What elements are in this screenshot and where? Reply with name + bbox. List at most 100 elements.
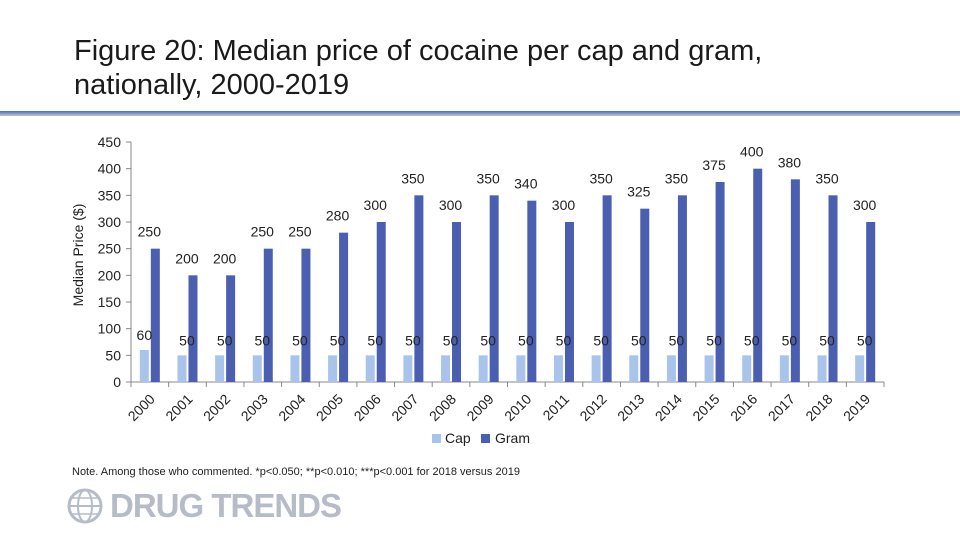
bar-cap xyxy=(290,355,300,382)
bar-cap xyxy=(779,355,789,382)
data-label-gram: 300 xyxy=(552,197,576,213)
y-tick-label: 450 xyxy=(98,134,122,150)
x-tick-label: 2018 xyxy=(802,391,835,424)
bar-gram xyxy=(527,200,537,382)
y-tick-label: 200 xyxy=(98,267,122,283)
x-tick-label: 2002 xyxy=(200,391,233,424)
y-tick-label: 50 xyxy=(105,347,121,363)
bar-gram xyxy=(640,208,650,382)
bar-gram xyxy=(753,168,763,382)
bar-cap xyxy=(478,355,488,382)
x-tick-label: 2000 xyxy=(125,391,158,424)
legend-swatch-gram xyxy=(481,434,490,443)
bar-gram xyxy=(828,195,838,382)
data-label-cap: 50 xyxy=(443,332,459,348)
data-label-gram: 350 xyxy=(815,170,839,186)
chart-title: Figure 20: Median price of cocaine per c… xyxy=(74,35,763,101)
x-tick-label: 2010 xyxy=(501,391,534,424)
bar-cap xyxy=(177,355,187,382)
data-label-gram: 250 xyxy=(288,224,312,240)
bar-cap xyxy=(441,355,451,382)
data-label-gram: 380 xyxy=(778,154,802,170)
data-label-cap: 50 xyxy=(367,332,383,348)
bar-cap xyxy=(252,355,262,382)
data-label-cap: 50 xyxy=(669,332,685,348)
data-label-cap: 50 xyxy=(292,332,308,348)
bar-gram xyxy=(602,195,612,382)
data-label-gram: 325 xyxy=(627,184,651,200)
x-tick-label: 2015 xyxy=(689,391,722,424)
bar-cap xyxy=(855,355,865,382)
y-axis-label: Median Price ($) xyxy=(70,204,86,307)
y-tick-label: 400 xyxy=(98,161,122,177)
x-tick-label: 2009 xyxy=(463,391,496,424)
bar-gram xyxy=(376,222,386,382)
data-label-cap: 50 xyxy=(857,332,873,348)
y-tick-label: 250 xyxy=(98,241,122,257)
data-label-cap: 50 xyxy=(330,332,346,348)
x-tick-label: 2004 xyxy=(275,391,308,424)
data-label-cap: 60 xyxy=(137,327,153,343)
globe-icon xyxy=(67,488,103,524)
bar-cap xyxy=(365,355,375,382)
bar-gram xyxy=(564,222,574,382)
legend-swatch-cap xyxy=(432,434,441,443)
data-label-cap: 50 xyxy=(179,332,195,348)
bar-gram xyxy=(263,248,273,382)
x-tick-label: 2005 xyxy=(313,391,346,424)
y-tick-label: 300 xyxy=(98,214,122,230)
data-label-cap: 50 xyxy=(782,332,798,348)
data-label-gram: 340 xyxy=(514,176,538,192)
bar-cap xyxy=(328,355,338,382)
title-divider xyxy=(0,111,960,116)
data-label-gram: 350 xyxy=(665,170,689,186)
data-label-gram: 300 xyxy=(364,197,388,213)
x-tick-label: 2011 xyxy=(539,391,572,424)
x-tick-label: 2013 xyxy=(614,391,647,424)
legend-label-cap: Cap xyxy=(445,430,471,446)
data-label-gram: 200 xyxy=(175,250,199,266)
bar-gram xyxy=(677,195,687,382)
bar-cap xyxy=(666,355,676,382)
data-label-cap: 50 xyxy=(593,332,609,348)
x-tick-label: 2008 xyxy=(426,391,459,424)
bar-gram xyxy=(414,195,424,382)
bar-gram xyxy=(452,222,462,382)
data-label-cap: 50 xyxy=(480,332,496,348)
x-tick-label: 2003 xyxy=(238,391,271,424)
bar-gram xyxy=(301,248,311,382)
bar-cap xyxy=(817,355,827,382)
data-label-gram: 400 xyxy=(740,144,764,160)
y-tick-label: 100 xyxy=(98,321,122,337)
bar-gram xyxy=(188,275,198,382)
data-label-gram: 280 xyxy=(326,208,350,224)
data-label-gram: 350 xyxy=(476,170,500,186)
x-tick-label: 2001 xyxy=(162,391,195,424)
bar-cap xyxy=(591,355,601,382)
data-label-cap: 50 xyxy=(556,332,572,348)
y-tick-label: 150 xyxy=(98,294,122,310)
bar-gram xyxy=(866,222,876,382)
bar-gram xyxy=(226,275,236,382)
x-tick-label: 2019 xyxy=(840,391,873,424)
bar-gram xyxy=(489,195,499,382)
data-label-cap: 50 xyxy=(819,332,835,348)
bar-cap xyxy=(403,355,413,382)
chart-note: Note. Among those who commented. *p<0.05… xyxy=(72,466,520,478)
x-tick-label: 2016 xyxy=(727,391,760,424)
data-label-cap: 50 xyxy=(518,332,534,348)
data-label-cap: 50 xyxy=(706,332,722,348)
data-label-cap: 50 xyxy=(405,332,421,348)
data-label-cap: 50 xyxy=(254,332,270,348)
data-label-gram: 250 xyxy=(251,224,275,240)
bar-gram xyxy=(715,182,725,382)
bar-cap xyxy=(742,355,752,382)
bar-cap xyxy=(704,355,714,382)
legend-label-gram: Gram xyxy=(495,430,530,446)
y-tick-label: 0 xyxy=(113,374,121,390)
data-label-cap: 50 xyxy=(744,332,760,348)
data-label-gram: 300 xyxy=(439,197,463,213)
x-tick-label: 2012 xyxy=(576,391,609,424)
x-tick-label: 2017 xyxy=(765,391,798,424)
